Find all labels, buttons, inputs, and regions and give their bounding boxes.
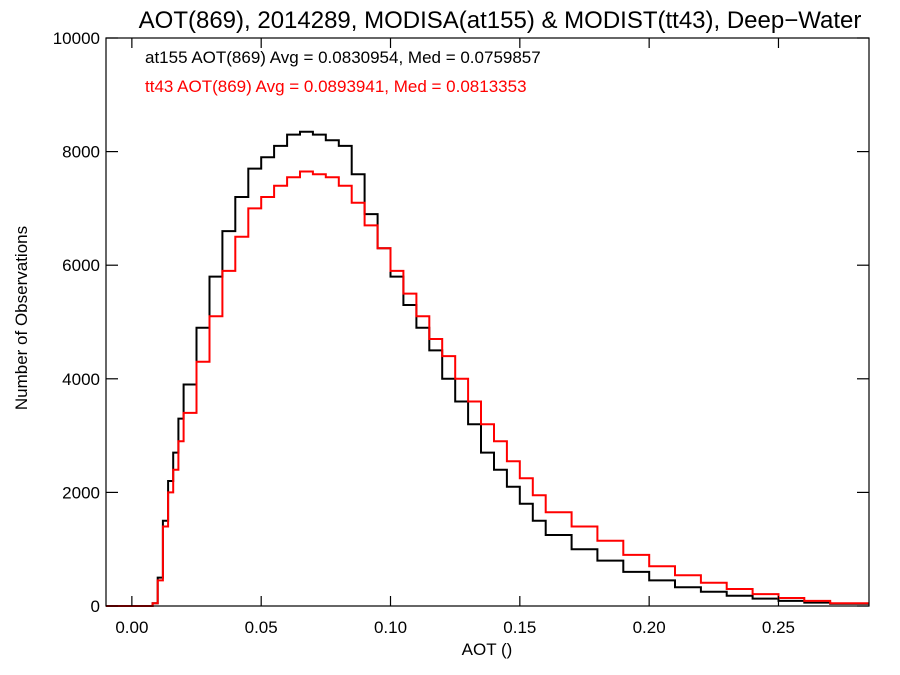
- plot-frame: [105, 37, 870, 607]
- y-axis: 0 2000 4000 6000 8000 10000: [53, 29, 869, 616]
- x-axis-label: AOT (): [462, 640, 513, 659]
- x-tick-label: 0.05: [245, 618, 278, 637]
- y-tick-label: 2000: [62, 483, 100, 502]
- y-tick-label: 10000: [53, 29, 100, 48]
- y-axis-label: Number of Observations: [12, 226, 31, 410]
- annotation-at155: at155 AOT(869) Avg = 0.0830954, Med = 0.…: [145, 48, 541, 67]
- x-tick-label: 0.20: [633, 618, 666, 637]
- y-tick-label: 4000: [62, 370, 100, 389]
- x-tick-label: 0.10: [374, 618, 407, 637]
- y-tick-label: 6000: [62, 256, 100, 275]
- histogram-series-0: [106, 130, 869, 607]
- histogram-series-1: [106, 170, 869, 607]
- chart-title: AOT(869), 2014289, MODISA(at155) & MODIS…: [139, 7, 862, 34]
- x-tick-label: 0.25: [762, 618, 795, 637]
- x-axis: 0.00 0.05 0.10 0.15 0.20 0.25: [115, 38, 795, 637]
- y-tick-label: 8000: [62, 143, 100, 162]
- x-tick-label: 0.00: [115, 618, 148, 637]
- y-tick-label: 0: [91, 597, 100, 616]
- annotation-tt43: tt43 AOT(869) Avg = 0.0893941, Med = 0.0…: [145, 77, 527, 96]
- x-tick-label: 0.15: [503, 618, 536, 637]
- series-layer: [106, 130, 869, 607]
